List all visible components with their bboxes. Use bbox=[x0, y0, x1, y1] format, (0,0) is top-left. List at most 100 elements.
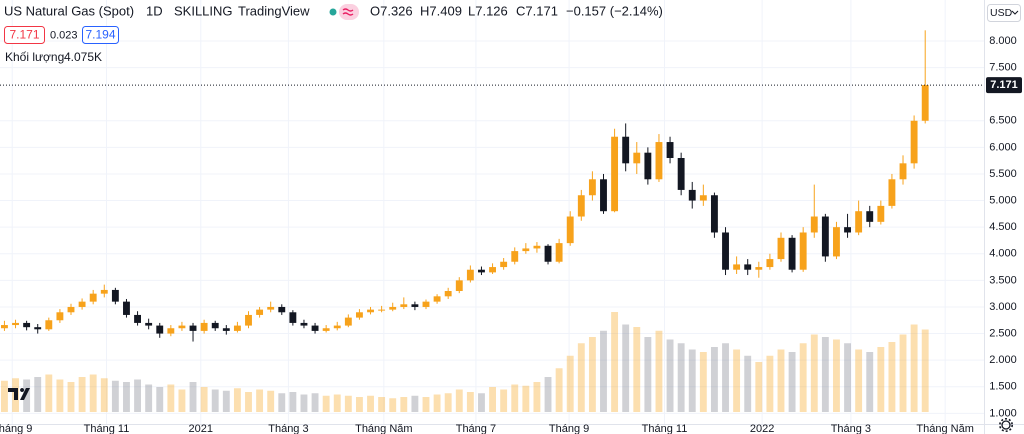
volume-bar bbox=[500, 389, 508, 412]
volume-bar bbox=[433, 394, 441, 412]
volume-bar bbox=[167, 384, 175, 412]
volume-bar bbox=[722, 343, 729, 412]
volume-bar bbox=[45, 374, 53, 412]
candle-body bbox=[600, 179, 607, 212]
market-status-dot[interactable] bbox=[329, 8, 337, 16]
currency-caret bbox=[1011, 10, 1019, 15]
volume-bar bbox=[100, 378, 108, 412]
volume-bar bbox=[910, 324, 918, 412]
candle-body bbox=[23, 322, 31, 328]
volume-bar bbox=[655, 330, 663, 412]
volume-bar bbox=[533, 382, 541, 412]
ask-box[interactable] bbox=[82, 26, 119, 44]
volume-bar bbox=[67, 382, 75, 412]
candle-body bbox=[78, 301, 86, 307]
volume-bar bbox=[633, 327, 641, 412]
candle-body bbox=[200, 322, 208, 331]
candle-body bbox=[633, 152, 641, 164]
candle-body bbox=[921, 85, 929, 121]
volume-bar bbox=[189, 382, 197, 412]
volume-bar bbox=[0, 380, 8, 412]
candle-body bbox=[866, 211, 874, 222]
volume-bar bbox=[367, 395, 374, 412]
y-tick-label: 3.000 bbox=[989, 301, 1017, 313]
currency-button[interactable] bbox=[987, 4, 1021, 22]
candle-body bbox=[710, 195, 718, 233]
delay-badge[interactable] bbox=[339, 4, 359, 20]
volume-bar bbox=[333, 394, 341, 412]
candle-body bbox=[511, 251, 519, 262]
tv-logo[interactable] bbox=[8, 388, 30, 400]
candle-body bbox=[389, 306, 397, 310]
volume-bar bbox=[478, 393, 485, 412]
volume-bar bbox=[821, 337, 829, 412]
candle-body bbox=[655, 142, 663, 180]
volume-bar bbox=[600, 330, 607, 412]
candle-body bbox=[123, 301, 130, 315]
candle-body bbox=[0, 325, 8, 329]
volume-bar bbox=[222, 390, 230, 412]
volume-bar bbox=[877, 347, 885, 412]
y-tick-label: 1.500 bbox=[989, 381, 1017, 393]
volume-bar bbox=[267, 390, 275, 412]
volume-bar bbox=[755, 362, 763, 412]
volume-bar bbox=[710, 347, 718, 412]
x-tick-label: Tháng Năm bbox=[916, 423, 973, 434]
volume-bar bbox=[134, 379, 141, 412]
x-tick-label: Tháng 11 bbox=[642, 423, 688, 434]
volume-bar bbox=[256, 389, 264, 412]
volume-bar bbox=[400, 397, 408, 412]
candle-body bbox=[400, 304, 408, 307]
candle-body bbox=[344, 317, 352, 326]
candle-body bbox=[300, 322, 308, 326]
x-tick-label: Tháng 11 bbox=[84, 423, 130, 434]
candle-layer bbox=[0, 30, 929, 342]
x-tick-label: 2022 bbox=[750, 423, 774, 434]
candle-body bbox=[444, 291, 452, 297]
y-tick-label: 7.500 bbox=[989, 61, 1017, 73]
spread: 0.023 bbox=[50, 29, 78, 41]
candle-body bbox=[877, 205, 885, 222]
volume-bar bbox=[378, 397, 386, 412]
volume-bar bbox=[511, 384, 519, 412]
candle-body bbox=[500, 261, 508, 268]
candle-body bbox=[622, 136, 630, 164]
candle-body bbox=[588, 179, 596, 196]
bid-box[interactable] bbox=[4, 26, 45, 44]
volume-bar bbox=[200, 387, 208, 412]
volume-bar bbox=[311, 393, 319, 412]
volume-bar bbox=[466, 392, 474, 412]
candle-body bbox=[256, 309, 264, 315]
candle-body bbox=[833, 227, 840, 257]
volume-bar bbox=[788, 352, 796, 412]
candle-body bbox=[910, 120, 918, 164]
volume-bar bbox=[622, 324, 630, 412]
volume-value: 4.075K bbox=[64, 50, 102, 64]
volume-bar bbox=[855, 349, 863, 412]
candle-body bbox=[422, 301, 430, 307]
volume-bar bbox=[522, 385, 530, 412]
volume-layer bbox=[0, 312, 929, 412]
volume-bar bbox=[733, 349, 741, 412]
ohlc-low: L7.126 bbox=[468, 3, 508, 18]
y-tick-label: 2.000 bbox=[989, 354, 1017, 366]
ohlc-close: C7.171 bbox=[516, 3, 558, 18]
volume-bar bbox=[355, 397, 363, 412]
candle-body bbox=[855, 211, 863, 233]
volume-bar bbox=[666, 339, 674, 412]
interval: 1D bbox=[146, 3, 163, 18]
ohlc-high: H7.409 bbox=[420, 3, 462, 18]
candle-body bbox=[156, 325, 164, 334]
candle-body bbox=[489, 267, 496, 273]
volume-bar bbox=[245, 392, 252, 412]
settings-button[interactable] bbox=[998, 417, 1013, 432]
candle-body bbox=[888, 179, 896, 206]
x-tick-label: Tháng 7 bbox=[456, 423, 496, 434]
candle-body bbox=[34, 327, 42, 330]
volume-bar bbox=[777, 349, 785, 412]
ohlc-open: O7.326 bbox=[370, 3, 413, 18]
volume-bar bbox=[899, 334, 907, 412]
candle-body bbox=[189, 325, 197, 331]
candle-body bbox=[722, 232, 729, 270]
